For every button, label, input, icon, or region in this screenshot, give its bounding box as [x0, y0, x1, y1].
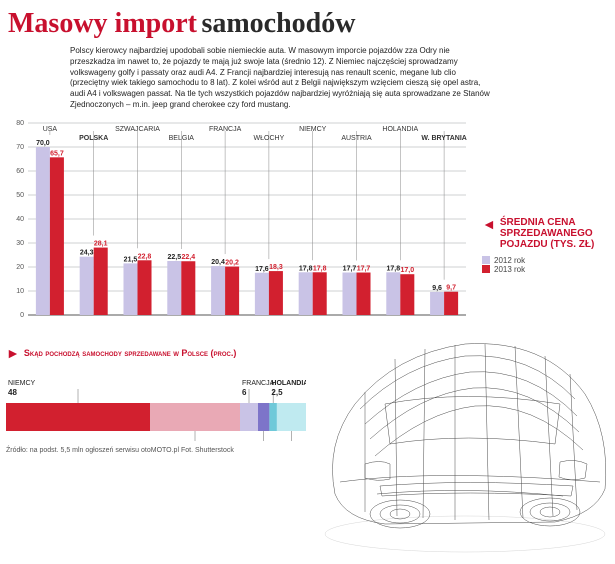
- svg-text:2,5: 2,5: [271, 388, 283, 397]
- svg-text:48: 48: [8, 388, 17, 397]
- svg-text:10: 10: [16, 288, 24, 295]
- svg-text:AUSTRIA: AUSTRIA: [341, 135, 372, 142]
- svg-text:FRANCJA: FRANCJA: [209, 126, 242, 133]
- svg-text:20: 20: [16, 264, 24, 271]
- svg-text:24,3: 24,3: [80, 249, 94, 256]
- car-wireframe-illustration: [305, 264, 615, 564]
- svg-text:65,7: 65,7: [50, 150, 64, 157]
- svg-text:80: 80: [16, 120, 24, 127]
- svg-text:WŁOCHY: WŁOCHY: [254, 135, 285, 142]
- svg-text:17,6: 17,6: [255, 266, 269, 273]
- svg-text:NIEMCY: NIEMCY: [299, 126, 327, 133]
- svg-text:22,5: 22,5: [167, 254, 181, 261]
- legend-title: ŚREDNIA CENA SPRZEDAWANEGO POJAZDU (TYS.…: [500, 217, 607, 250]
- svg-text:0: 0: [20, 312, 24, 319]
- svg-text:60: 60: [16, 168, 24, 175]
- svg-text:SZWAJCARIA: SZWAJCARIA: [115, 126, 160, 133]
- svg-text:BELGIA: BELGIA: [169, 135, 195, 142]
- svg-text:22,8: 22,8: [138, 253, 152, 260]
- svg-text:21,5: 21,5: [124, 256, 138, 263]
- title-part2: samochodów: [201, 8, 355, 39]
- chart2-svg: NIEMCY48POLSKA30FRANCJA6BELGIA3,8HOLANDI…: [6, 363, 306, 441]
- svg-text:30: 30: [16, 240, 24, 247]
- page-title: Masowy import samochodów: [0, 0, 615, 44]
- intro-paragraph: Polscy kierowcy najbardziej upodobali so…: [0, 44, 615, 117]
- svg-text:20,4: 20,4: [211, 259, 225, 266]
- svg-text:50: 50: [16, 192, 24, 199]
- svg-text:USA: USA: [43, 126, 58, 133]
- svg-text:6: 6: [242, 388, 247, 397]
- svg-text:HOLANDIA: HOLANDIA: [271, 380, 306, 387]
- arrow-left-icon: ◄: [482, 216, 496, 232]
- svg-text:POLSKA: POLSKA: [79, 135, 108, 142]
- svg-text:70: 70: [16, 144, 24, 151]
- title-part1: Masowy import: [8, 8, 197, 39]
- svg-text:40: 40: [16, 216, 24, 223]
- svg-text:70,0: 70,0: [36, 140, 50, 147]
- svg-text:W. BRYTANIA: W. BRYTANIA: [421, 135, 467, 142]
- arrow-right-icon: ►: [6, 345, 20, 361]
- svg-text:18,3: 18,3: [269, 264, 283, 271]
- svg-text:22,4: 22,4: [181, 254, 195, 261]
- svg-text:HOLANDIA: HOLANDIA: [382, 126, 418, 133]
- svg-text:FRANCJA: FRANCJA: [242, 380, 275, 387]
- svg-text:NIEMCY: NIEMCY: [8, 380, 36, 387]
- svg-text:20,2: 20,2: [225, 259, 239, 266]
- origin-chart: NIEMCY48POLSKA30FRANCJA6BELGIA3,8HOLANDI…: [6, 363, 306, 441]
- origin-title: Skąd pochodzą samochody sprzedawane w Po…: [24, 348, 237, 358]
- svg-text:28,1: 28,1: [94, 240, 108, 247]
